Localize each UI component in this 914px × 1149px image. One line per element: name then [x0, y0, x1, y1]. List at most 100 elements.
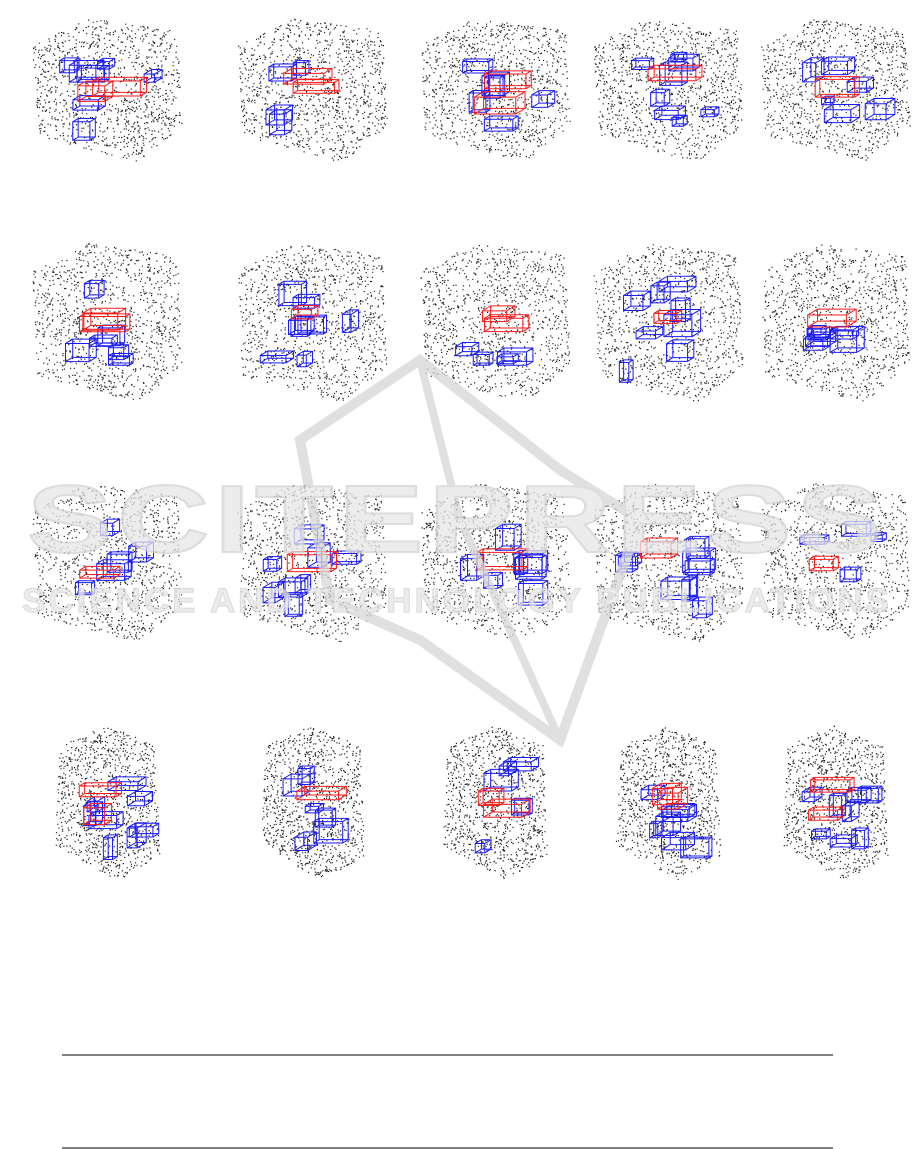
point-cloud-panel — [420, 245, 571, 397]
bounding-box — [810, 828, 831, 840]
point-cloud — [262, 727, 365, 878]
bounding-box — [647, 64, 703, 82]
bounding-box — [77, 80, 114, 102]
bounding-box — [870, 532, 887, 542]
bounding-box — [107, 344, 130, 361]
bounding-box — [78, 782, 122, 798]
bounding-box — [660, 831, 695, 851]
bounding-box — [658, 275, 697, 293]
bounding-box — [496, 347, 534, 366]
bounding-box — [102, 834, 118, 861]
bounding-box — [455, 341, 480, 357]
point-cloud-panel — [32, 486, 183, 640]
bounding-box — [473, 91, 526, 115]
bounding-box — [472, 351, 494, 366]
bounding-box — [631, 57, 655, 71]
bounding-box — [483, 798, 531, 818]
bounding-box — [476, 548, 529, 571]
bounding-box — [808, 555, 839, 572]
bounding-box — [341, 309, 360, 333]
watermark-logo-fold — [416, 359, 564, 742]
point-cloud — [32, 243, 183, 400]
bounding-box — [682, 547, 717, 573]
bounding-box — [474, 839, 492, 854]
bounding-box — [670, 297, 691, 323]
point-cloud — [238, 245, 388, 401]
bounding-box — [814, 76, 860, 98]
point-cloud-panel — [443, 726, 548, 879]
bounding-box — [97, 57, 116, 70]
bounding-box — [74, 580, 96, 596]
bounding-box — [76, 64, 110, 83]
bounding-box — [143, 69, 163, 83]
bounding-box — [262, 556, 283, 572]
bounding-box — [314, 807, 337, 828]
watermark-title: SCITEPRESS — [27, 466, 887, 573]
bounding-box — [840, 520, 872, 537]
bounding-box — [841, 800, 860, 822]
bounding-box — [259, 350, 295, 364]
bounding-box — [304, 802, 324, 814]
bounding-box — [660, 576, 698, 600]
bounding-box — [88, 334, 118, 347]
point-cloud-panel — [762, 244, 910, 402]
point-cloud-panel — [262, 727, 365, 878]
bounding-box — [684, 558, 715, 576]
bounding-box — [477, 787, 505, 806]
bounding-box — [829, 326, 860, 340]
point-cloud — [32, 486, 183, 640]
bounding-box — [268, 109, 293, 136]
bounding-box — [653, 310, 683, 324]
bounding-box — [106, 551, 133, 573]
bounding-box — [829, 325, 865, 353]
bounding-box — [829, 834, 858, 848]
bounding-box — [292, 293, 321, 309]
point-cloud-panel — [593, 244, 744, 402]
bounding-box — [286, 551, 337, 573]
bounding-box — [514, 554, 547, 580]
point-cloud-panel — [594, 21, 743, 160]
watermark-logo — [294, 353, 647, 748]
point-cloud — [421, 21, 571, 159]
bounding-box — [97, 324, 126, 347]
bounding-box — [807, 806, 844, 821]
point-cloud-panel — [32, 243, 183, 400]
point-cloud-panel — [238, 245, 388, 401]
bounding-box — [517, 580, 549, 606]
bounding-box — [78, 313, 131, 333]
bounding-box — [839, 566, 862, 583]
bounding-box — [671, 114, 688, 127]
bounding-box — [82, 307, 127, 331]
bounding-box — [639, 537, 679, 559]
bounding-box — [685, 535, 710, 559]
bounding-box — [810, 776, 855, 793]
bounding-box — [64, 338, 97, 363]
bounding-box — [88, 811, 124, 830]
bounding-box — [668, 53, 700, 72]
bounding-box — [617, 552, 643, 567]
bounding-box — [294, 831, 317, 851]
bounding-box — [635, 326, 664, 340]
bounding-box — [290, 304, 319, 320]
bounding-box — [262, 581, 285, 604]
watermark-subtitle: SCIENCE AND TECHNOLOGY PUBLICATIONS — [22, 582, 892, 620]
bounding-box — [462, 58, 494, 74]
bounding-box — [268, 63, 297, 82]
bounding-box — [623, 290, 651, 312]
point-cloud-panel — [32, 19, 183, 162]
bounding-box — [680, 836, 713, 859]
watermark: SCITEPRESS SCIENCE AND TECHNOLOGY PUBLIC… — [21, 353, 892, 748]
point-cloud — [32, 19, 183, 162]
bounding-box — [59, 57, 80, 74]
point-cloud — [238, 18, 388, 161]
bounding-box — [292, 79, 340, 94]
bounding-box — [484, 74, 506, 99]
bounding-box — [126, 822, 147, 849]
bounding-box — [128, 822, 160, 838]
bounding-box — [107, 776, 147, 791]
point-cloud — [421, 484, 571, 639]
bounding-box — [823, 103, 861, 124]
bounding-box — [807, 326, 831, 341]
